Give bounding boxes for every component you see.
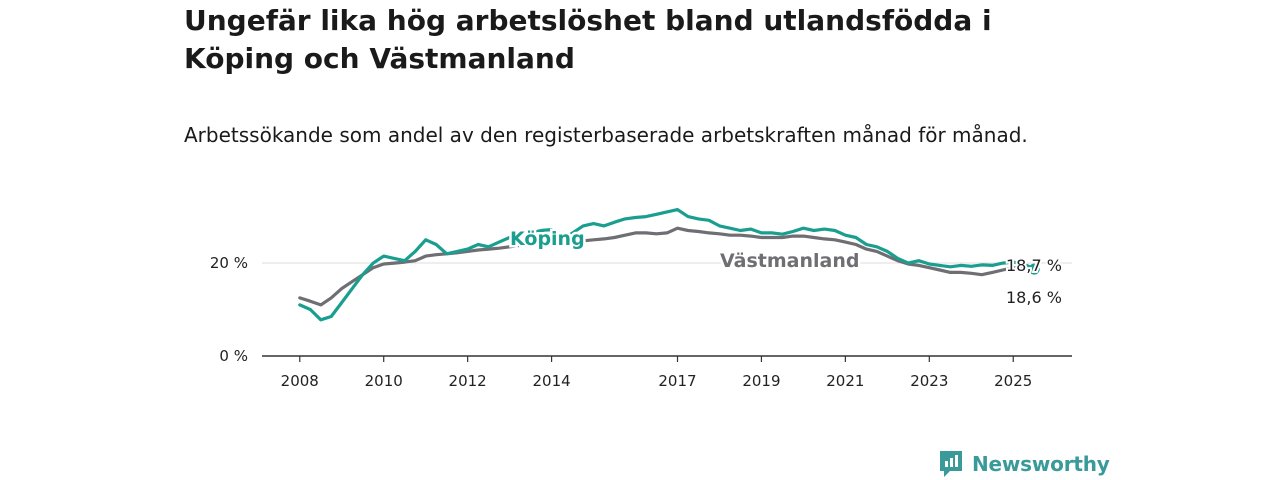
x-tick-label: 2021: [826, 372, 864, 390]
newsworthy-logo-icon: [940, 451, 962, 477]
end-value-vastmanland: 18,6 %: [1006, 288, 1062, 307]
x-tick-label: 2014: [532, 372, 570, 390]
series-line-koping: [298, 208, 1036, 322]
brand-name: Newsworthy: [972, 452, 1110, 476]
end-value-koping: 18,7 %: [1006, 256, 1062, 275]
series-lines: [298, 208, 1040, 322]
series-labels: Köping Västmanland 18,7 % 18,6 %: [508, 226, 1064, 310]
x-tick-label: 2019: [742, 372, 780, 390]
chart-title: Ungefär lika hög arbetslöshet bland utla…: [184, 4, 992, 75]
x-tick-label: 2008: [281, 372, 319, 390]
x-tick-label: 2017: [658, 372, 696, 390]
y-tick-label: 0 %: [219, 347, 248, 365]
series-line-vastmanland: [298, 226, 1036, 307]
series-end-dot: [1028, 263, 1040, 275]
brand-logo: Newsworthy: [938, 448, 1110, 480]
chart-subtitle: Arbetssökande som andel av den registerb…: [184, 123, 1028, 147]
y-tick-label: 20 %: [210, 254, 248, 272]
y-axis-ticks: 0 % 20 %: [210, 254, 248, 365]
x-tick-label: 2025: [994, 372, 1032, 390]
x-axis: 2008 2010 2012 2014 2017 2019 2021 2023 2025: [262, 355, 1072, 390]
x-tick-label: 2023: [910, 372, 948, 390]
series-label-koping: Köping: [510, 228, 585, 250]
x-tick-label: 2010: [365, 372, 403, 390]
x-tick-label: 2012: [449, 372, 487, 390]
series-label-vastmanland: Västmanland: [720, 250, 860, 272]
